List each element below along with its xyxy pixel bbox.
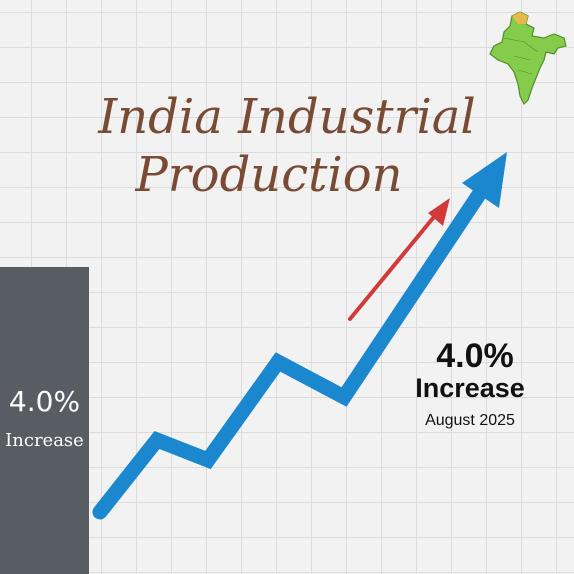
trend-arrowhead [462,152,507,208]
callout-label: Increase [415,373,525,403]
trend-line [92,185,488,520]
accent-arrowhead [428,198,450,226]
left-panel-label: Increase [5,430,84,451]
callout-date: August 2025 [425,412,515,429]
left-summary-panel: 4.0% Increase [0,267,89,574]
left-panel-value: 4.0% [8,385,81,418]
title-line-1: India Industrial [98,89,476,145]
callout-value: 4.0% [436,337,514,375]
accent-arrow-shaft [348,210,440,321]
india-map-icon [489,11,567,106]
title-line-2: Production [135,147,403,203]
